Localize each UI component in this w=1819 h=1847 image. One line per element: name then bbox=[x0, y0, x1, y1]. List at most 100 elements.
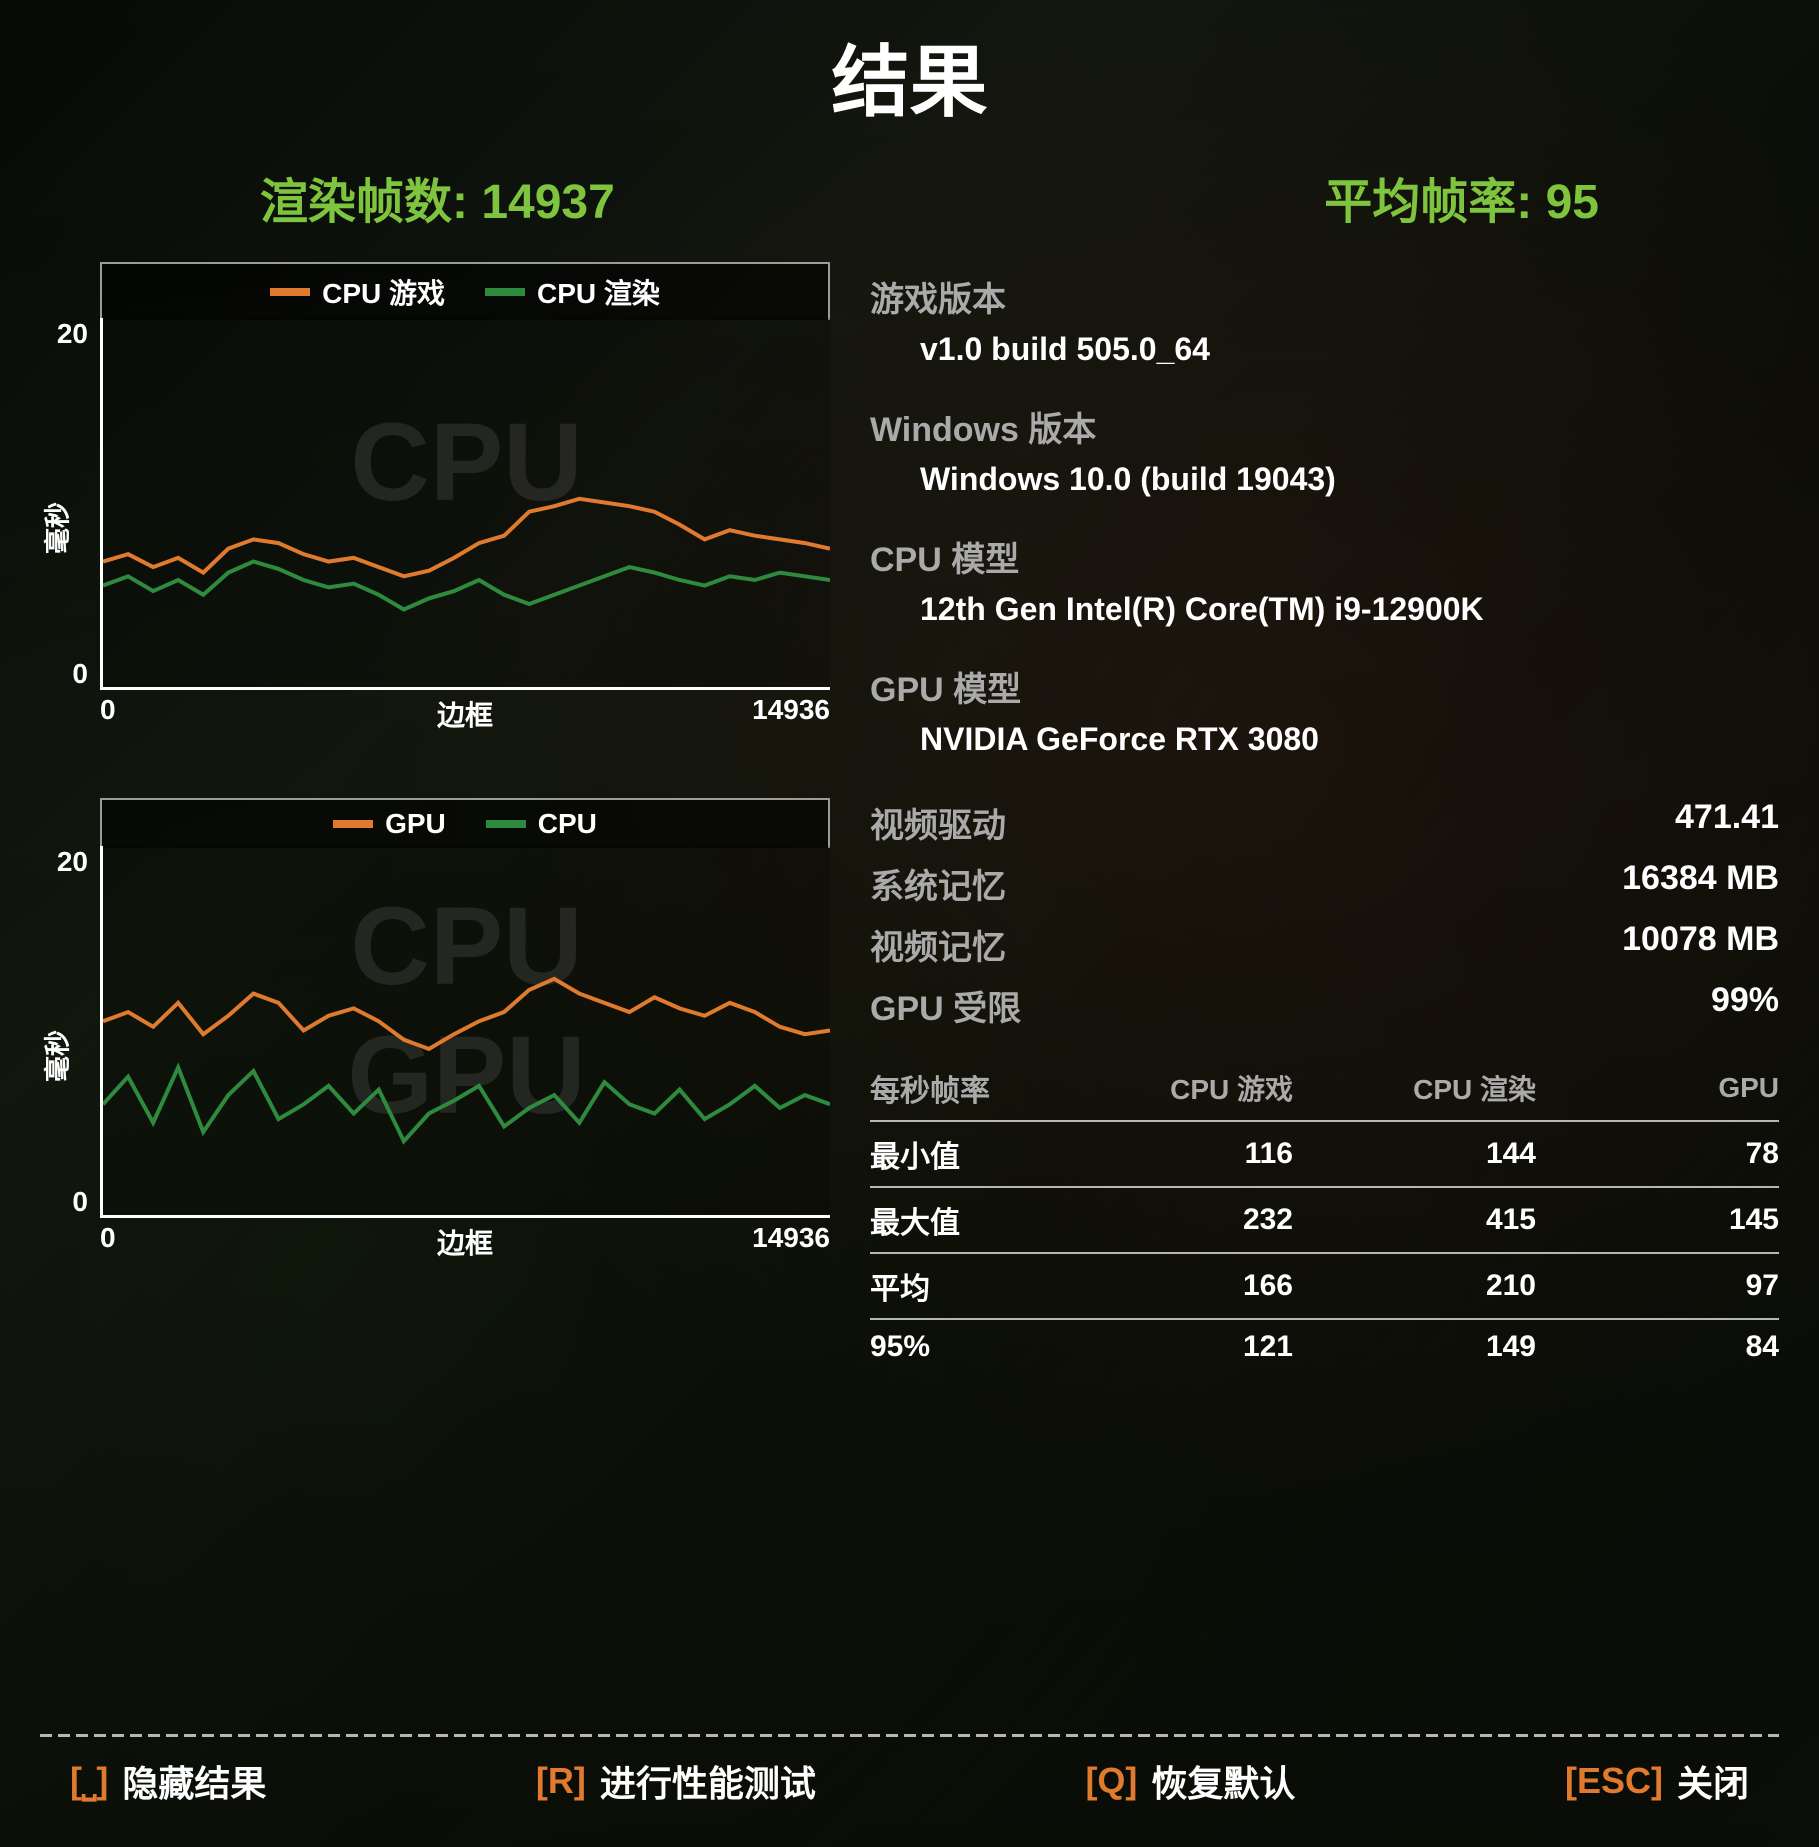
fps-row-label: 平均 bbox=[870, 1264, 1050, 1308]
avg-fps-value: 95 bbox=[1546, 176, 1599, 229]
gpu-model-value: NVIDIA GeForce RTX 3080 bbox=[870, 721, 1779, 758]
fps-header-cell: GPU bbox=[1536, 1072, 1779, 1104]
game-version-value: v1.0 build 505.0_64 bbox=[870, 331, 1779, 368]
hotkey-item[interactable]: [R] 进行性能测试 bbox=[536, 1755, 816, 1807]
legend-label: CPU 游戏 bbox=[322, 272, 445, 312]
xtick: 14936 bbox=[752, 694, 830, 738]
fps-row-label: 95% bbox=[870, 1330, 1050, 1364]
hotkey-key: [R] bbox=[536, 1760, 586, 1802]
game-version-label: 游戏版本 bbox=[870, 272, 1779, 321]
fps-cell: 144 bbox=[1293, 1137, 1536, 1171]
cpu-model-block: CPU 模型 12th Gen Intel(R) Core(TM) i9-129… bbox=[870, 532, 1779, 628]
avg-fps: 平均帧率: 95 bbox=[1324, 162, 1599, 232]
stat-row: GPU 受限 99% bbox=[870, 975, 1779, 1036]
legend-item: GPU bbox=[333, 808, 446, 840]
summary-row: 渲染帧数: 14937 平均帧率: 95 bbox=[40, 162, 1779, 232]
fps-cell: 116 bbox=[1050, 1137, 1293, 1171]
stat-row: 系统记忆 16384 MB bbox=[870, 853, 1779, 914]
page-title: 结果 bbox=[40, 20, 1779, 132]
game-version-block: 游戏版本 v1.0 build 505.0_64 bbox=[870, 272, 1779, 368]
ytick: 20 bbox=[57, 846, 88, 878]
hotkey-item[interactable]: [Q] 恢复默认 bbox=[1085, 1755, 1295, 1807]
fps-table-row: 最小值11614478 bbox=[870, 1120, 1779, 1186]
xlabel: 边框 bbox=[437, 1222, 493, 1262]
hotkey-label: 进行性能测试 bbox=[600, 1755, 816, 1807]
fps-cell: 149 bbox=[1293, 1330, 1536, 1364]
windows-version-label: Windows 版本 bbox=[870, 402, 1779, 451]
stat-value: 99% bbox=[1711, 981, 1779, 1030]
stats-list: 视频驱动 471.41 系统记忆 16384 MB 视频记忆 10078 MB GPU 受限… bbox=[870, 792, 1779, 1036]
gpu-chart-xaxis: 0 边框 14936 bbox=[100, 1222, 830, 1266]
xlabel: 边框 bbox=[437, 694, 493, 734]
hotkey-item[interactable]: [⎵] 隐藏结果 bbox=[70, 1755, 266, 1807]
cpu-chart: CPU 游戏CPU 渲染 毫秒 20 0 CPU 0 边框 14936 bbox=[40, 262, 830, 738]
hotkey-label: 关闭 bbox=[1677, 1755, 1749, 1807]
fps-header-cell: 每秒帧率 bbox=[870, 1066, 1050, 1110]
hotkey-key: [ESC] bbox=[1565, 1760, 1663, 1802]
xtick: 0 bbox=[100, 694, 116, 738]
fps-cell: 97 bbox=[1536, 1269, 1779, 1303]
cpu-model-label: CPU 模型 bbox=[870, 532, 1779, 581]
hotkey-key: [⎵] bbox=[70, 1760, 108, 1803]
stat-value: 10078 MB bbox=[1622, 920, 1779, 969]
legend-item: CPU bbox=[486, 808, 597, 840]
fps-row-label: 最大值 bbox=[870, 1198, 1050, 1242]
legend-label: CPU 渲染 bbox=[537, 272, 660, 312]
fps-cell: 84 bbox=[1536, 1330, 1779, 1364]
stat-label: 系统记忆 bbox=[870, 859, 1006, 908]
legend-swatch bbox=[270, 288, 310, 296]
cpu-chart-xaxis: 0 边框 14936 bbox=[100, 694, 830, 738]
legend-swatch bbox=[486, 820, 526, 828]
fps-table-row: 平均16621097 bbox=[870, 1252, 1779, 1318]
hotkey-item[interactable]: [ESC] 关闭 bbox=[1565, 1755, 1749, 1807]
stat-label: 视频驱动 bbox=[870, 798, 1006, 847]
hotkey-label: 恢复默认 bbox=[1151, 1755, 1295, 1807]
hotkey-key: [Q] bbox=[1085, 1760, 1137, 1802]
fps-header-cell: CPU 渲染 bbox=[1293, 1068, 1536, 1108]
fps-cell: 210 bbox=[1293, 1269, 1536, 1303]
legend-swatch bbox=[333, 820, 373, 828]
fps-table-row: 最大值232415145 bbox=[870, 1186, 1779, 1252]
fps-cell: 145 bbox=[1536, 1203, 1779, 1237]
stat-row: 视频记忆 10078 MB bbox=[870, 914, 1779, 975]
hotkey-bar: [⎵] 隐藏结果 [R] 进行性能测试 [Q] 恢复默认 [ESC] 关闭 bbox=[40, 1755, 1779, 1807]
hotkey-label: 隐藏结果 bbox=[122, 1755, 266, 1807]
gpu-chart-legend: GPU CPU bbox=[100, 798, 830, 848]
stat-value: 16384 MB bbox=[1622, 859, 1779, 908]
windows-version-value: Windows 10.0 (build 19043) bbox=[870, 461, 1779, 498]
hotkey-divider bbox=[40, 1734, 1779, 1737]
gpu-chart: GPUCPU 毫秒 20 0 GPUCPU 0 边框 14936 bbox=[40, 798, 830, 1266]
ytick: 20 bbox=[57, 318, 88, 350]
gpu-model-block: GPU 模型 NVIDIA GeForce RTX 3080 bbox=[870, 662, 1779, 758]
gpu-model-label: GPU 模型 bbox=[870, 662, 1779, 711]
xtick: 14936 bbox=[752, 1222, 830, 1266]
windows-version-block: Windows 版本 Windows 10.0 (build 19043) bbox=[870, 402, 1779, 498]
stat-value: 471.41 bbox=[1675, 798, 1779, 847]
fps-table-header: 每秒帧率CPU 游戏CPU 渲染GPU bbox=[870, 1056, 1779, 1120]
fps-header-cell: CPU 游戏 bbox=[1050, 1068, 1293, 1108]
fps-row-label: 最小值 bbox=[870, 1132, 1050, 1176]
cpu-chart-legend: CPU 游戏 CPU 渲染 bbox=[100, 262, 830, 320]
gpu-chart-yaxis: 20 0 bbox=[40, 846, 96, 1218]
fps-cell: 121 bbox=[1050, 1330, 1293, 1364]
ytick: 0 bbox=[72, 1186, 88, 1218]
legend-swatch bbox=[485, 288, 525, 296]
stat-row: 视频驱动 471.41 bbox=[870, 792, 1779, 853]
cpu-chart-yaxis: 20 0 bbox=[40, 318, 96, 690]
frames-rendered: 渲染帧数: 14937 bbox=[260, 162, 615, 232]
avg-fps-label: 平均帧率: bbox=[1324, 176, 1532, 229]
fps-table-row: 95%12114984 bbox=[870, 1318, 1779, 1374]
fps-cell: 78 bbox=[1536, 1137, 1779, 1171]
fps-table: 每秒帧率CPU 游戏CPU 渲染GPU 最小值11614478最大值232415… bbox=[870, 1056, 1779, 1374]
fps-cell: 415 bbox=[1293, 1203, 1536, 1237]
legend-item: CPU 渲染 bbox=[485, 272, 660, 312]
cpu-model-value: 12th Gen Intel(R) Core(TM) i9-12900K bbox=[870, 591, 1779, 628]
stat-label: 视频记忆 bbox=[870, 920, 1006, 969]
legend-label: CPU bbox=[538, 808, 597, 840]
stat-label: GPU 受限 bbox=[870, 981, 1021, 1030]
frames-label: 渲染帧数: bbox=[260, 176, 468, 229]
fps-cell: 166 bbox=[1050, 1269, 1293, 1303]
fps-cell: 232 bbox=[1050, 1203, 1293, 1237]
frames-value: 14937 bbox=[481, 176, 614, 229]
ytick: 0 bbox=[72, 658, 88, 690]
